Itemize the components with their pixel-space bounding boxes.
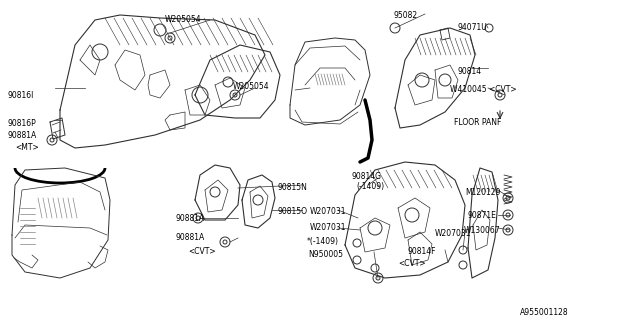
Text: W410045 <CVT>: W410045 <CVT>	[450, 85, 516, 94]
Text: 95082: 95082	[393, 11, 417, 20]
Text: 94071U: 94071U	[458, 23, 488, 32]
Text: M120129: M120129	[465, 188, 500, 197]
Text: 90815N: 90815N	[277, 183, 307, 192]
Text: FLOOR PANF: FLOOR PANF	[454, 118, 501, 127]
Text: <CVT>: <CVT>	[398, 259, 426, 268]
Text: 90881A: 90881A	[175, 233, 204, 242]
Text: 90816P: 90816P	[7, 119, 36, 128]
Text: *(-1409): *(-1409)	[307, 237, 339, 246]
Text: W205054: W205054	[233, 82, 269, 91]
Text: W207031: W207031	[310, 207, 346, 216]
Text: W207031: W207031	[310, 223, 346, 232]
Text: 90814F: 90814F	[408, 247, 436, 256]
Text: W205054: W205054	[165, 15, 202, 24]
Text: <CVT>: <CVT>	[188, 247, 216, 256]
Text: W130067: W130067	[464, 226, 500, 235]
Text: 90814: 90814	[457, 67, 481, 76]
Text: 90881A: 90881A	[7, 131, 36, 140]
Text: N950005: N950005	[308, 250, 343, 259]
Text: <MT>: <MT>	[15, 143, 39, 152]
Text: 90814G: 90814G	[352, 172, 382, 181]
Text: A955001128: A955001128	[520, 308, 568, 317]
Text: W207031: W207031	[435, 229, 472, 238]
Text: 90881A: 90881A	[175, 214, 204, 223]
Text: 90816I: 90816I	[7, 91, 33, 100]
Text: (-1409): (-1409)	[356, 182, 384, 191]
Text: 90815O: 90815O	[277, 207, 307, 216]
Text: 90871E: 90871E	[468, 211, 497, 220]
